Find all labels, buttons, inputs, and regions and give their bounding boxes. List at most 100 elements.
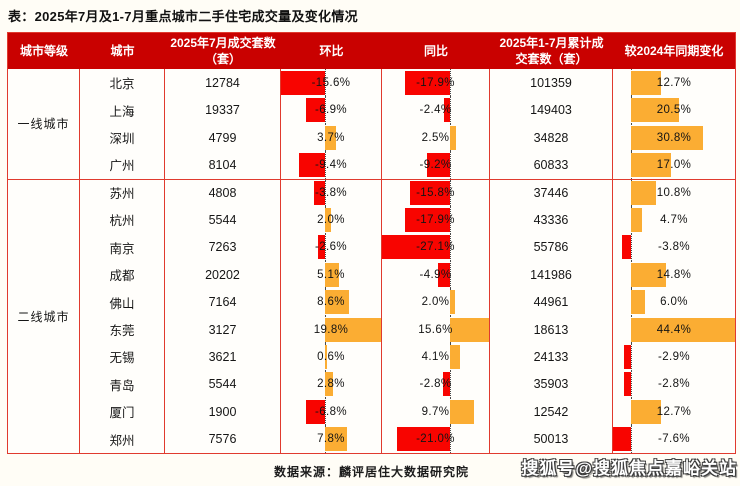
- yoy-change-cell: 15.6%: [382, 315, 490, 344]
- zero-axis-line: [325, 151, 327, 179]
- vs-2024-change-cell: 20.5%: [613, 96, 735, 124]
- yoy-change-cell: -17.9%: [382, 69, 490, 97]
- zero-axis-line: [449, 260, 451, 289]
- bar-value-label: -3.8%: [314, 186, 348, 199]
- july-transactions-value: 12784: [165, 69, 281, 97]
- july-transactions-value: 1900: [165, 398, 281, 426]
- table-header-row: 城市等级 城市 2025年7月成交套数（套） 环比 同比 2025年1-7月累计…: [8, 33, 735, 69]
- positive-bar: [630, 180, 657, 205]
- july-transactions-value: 5544: [165, 206, 281, 234]
- city-name: 东莞: [80, 315, 165, 344]
- july-transactions-value: 3127: [165, 315, 281, 344]
- yoy-change-cell: 4.1%: [382, 343, 490, 371]
- header-july-transactions: 2025年7月成交套数（套）: [170, 35, 276, 66]
- mom-change-cell: 19.8%: [281, 315, 382, 344]
- bar-value-label: 0.6%: [317, 350, 345, 363]
- negative-bar: [442, 372, 450, 397]
- watermark: 搜狐号@搜狐焦点嘉峪关站: [521, 459, 737, 478]
- bar-value-label: -17.9%: [416, 213, 455, 226]
- zero-axis-line: [449, 96, 451, 124]
- city-name: 广州: [80, 151, 165, 179]
- city-name: 成都: [80, 260, 165, 289]
- july-transactions-value: 7263: [165, 233, 281, 261]
- vs-2024-change-cell: 44.4%: [613, 315, 735, 344]
- vs-2024-change-cell: 4.7%: [613, 206, 735, 234]
- negative-bar: [298, 152, 326, 177]
- zero-axis-line: [630, 425, 632, 453]
- cumulative-transactions-value: 141986: [490, 260, 613, 289]
- july-transactions-value: 8104: [165, 151, 281, 179]
- cumulative-transactions-value: 18613: [490, 315, 613, 344]
- negative-bar: [410, 180, 450, 205]
- positive-bar: [630, 207, 642, 232]
- mom-change-cell: 0.6%: [281, 343, 382, 371]
- zero-axis-line: [449, 151, 451, 179]
- city-name: 佛山: [80, 288, 165, 316]
- city-name: 苏州: [80, 178, 165, 207]
- positive-bar: [325, 125, 336, 150]
- positive-bar: [630, 70, 661, 95]
- yoy-change-cell: -9.2%: [382, 151, 490, 179]
- vs-2024-change-cell: 30.8%: [613, 123, 735, 152]
- city-name: 厦门: [80, 398, 165, 426]
- positive-bar: [449, 344, 461, 369]
- city-name: 无锡: [80, 343, 165, 371]
- header-yoy-change: 同比: [423, 43, 448, 58]
- bar-value-label: 15.6%: [418, 323, 453, 336]
- vs-2024-change-cell: -2.8%: [613, 370, 735, 399]
- yoy-change-cell: 9.7%: [382, 398, 490, 426]
- yoy-change-cell: 2.0%: [382, 288, 490, 316]
- vs-2024-change-cell: 14.8%: [613, 260, 735, 289]
- yoy-change-cell: -4.9%: [382, 260, 490, 289]
- negative-bar: [624, 344, 631, 369]
- mom-change-cell: -6.8%: [281, 398, 382, 426]
- positive-bar: [449, 317, 489, 342]
- zero-axis-line: [449, 370, 451, 399]
- zero-axis-line: [325, 398, 327, 426]
- bar-value-label: 2.8%: [317, 378, 345, 391]
- yoy-change-cell: -17.9%: [382, 206, 490, 234]
- vs-2024-change-cell: -7.6%: [613, 425, 735, 453]
- bar-value-label: 4.7%: [660, 213, 688, 226]
- positive-bar: [325, 372, 333, 397]
- positive-bar: [449, 290, 455, 315]
- july-transactions-value: 7576: [165, 425, 281, 453]
- negative-bar: [281, 70, 326, 95]
- bar-value-label: -9.2%: [419, 158, 452, 171]
- negative-bar: [437, 262, 450, 287]
- negative-bar: [382, 235, 450, 260]
- city-name: 上海: [80, 96, 165, 124]
- bar-value-label: -15.6%: [311, 76, 351, 89]
- mom-change-cell: 2.8%: [281, 370, 382, 399]
- bar-value-label: -27.1%: [416, 241, 455, 254]
- bar-value-label: -6.8%: [314, 405, 348, 418]
- city-name: 北京: [80, 69, 165, 97]
- positive-bar: [630, 399, 661, 424]
- cumulative-transactions-value: 12542: [490, 398, 613, 426]
- negative-bar: [314, 180, 326, 205]
- positive-bar: [630, 125, 704, 150]
- mom-change-cell: -9.4%: [281, 151, 382, 179]
- cumulative-transactions-value: 149403: [490, 96, 613, 124]
- positive-bar: [449, 399, 475, 424]
- positive-bar: [630, 98, 679, 123]
- zero-axis-line: [325, 233, 327, 261]
- positive-bar: [325, 344, 328, 369]
- mom-change-cell: 3.7%: [281, 123, 382, 152]
- bar-value-label: -2.4%: [419, 104, 452, 117]
- negative-bar: [317, 235, 326, 260]
- yoy-change-cell: 2.5%: [382, 123, 490, 152]
- cumulative-transactions-value: 24133: [490, 343, 613, 371]
- city-name: 郑州: [80, 425, 165, 453]
- zero-axis-line: [630, 343, 632, 371]
- city-name: 南京: [80, 233, 165, 261]
- bar-value-label: 3.7%: [317, 131, 345, 144]
- yoy-change-cell: -27.1%: [382, 233, 490, 261]
- bar-value-label: 2.0%: [421, 296, 450, 309]
- negative-bar: [405, 207, 450, 232]
- zero-axis-line: [630, 370, 632, 399]
- positive-bar: [449, 125, 457, 150]
- negative-bar: [443, 98, 450, 123]
- yoy-change-cell: -15.8%: [382, 178, 490, 207]
